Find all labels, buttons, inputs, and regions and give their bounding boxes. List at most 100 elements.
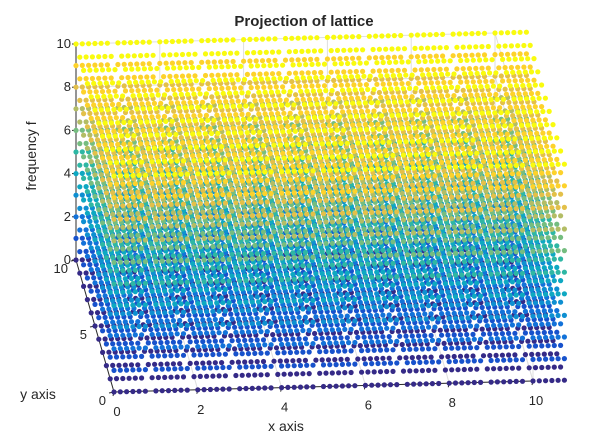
lattice-point — [461, 66, 466, 71]
lattice-point — [208, 126, 213, 131]
lattice-point — [237, 125, 242, 130]
lattice-point — [268, 85, 273, 90]
lattice-point — [222, 117, 227, 122]
lattice-point — [509, 43, 514, 48]
lattice-point — [387, 81, 392, 86]
lattice-point — [469, 53, 474, 58]
lattice-point — [186, 248, 191, 253]
lattice-point — [289, 79, 294, 84]
lattice-point — [77, 184, 82, 189]
lattice-point — [533, 104, 538, 109]
lattice-point — [438, 198, 443, 203]
lattice-point — [350, 56, 355, 61]
lattice-point — [490, 57, 495, 62]
lattice-point — [528, 64, 533, 69]
lattice-point — [293, 92, 298, 97]
lattice-point — [141, 128, 146, 133]
lattice-point — [257, 50, 262, 55]
lattice-point — [140, 61, 145, 66]
lattice-point — [157, 119, 162, 124]
lattice-point — [288, 89, 293, 94]
lattice-point — [309, 83, 314, 88]
lattice-point — [500, 78, 505, 83]
lattice-point — [396, 68, 401, 73]
lattice-point — [80, 214, 85, 219]
lattice-point — [96, 185, 101, 190]
lattice-point — [304, 110, 309, 115]
lattice-point — [232, 64, 237, 69]
lattice-point — [318, 115, 323, 120]
lattice-point — [407, 86, 412, 91]
lattice-point — [398, 121, 403, 126]
lattice-point — [361, 74, 366, 79]
lattice-point — [346, 131, 351, 136]
lattice-point — [144, 206, 149, 211]
lattice-point — [108, 94, 113, 99]
lattice-point — [128, 120, 133, 125]
lattice-point — [434, 142, 439, 147]
lattice-point — [91, 167, 96, 172]
lattice-point — [167, 52, 172, 57]
lattice-point — [492, 30, 497, 35]
lattice-point — [247, 37, 252, 42]
lattice-point — [499, 73, 504, 78]
lattice-point — [96, 164, 101, 169]
lattice-point — [186, 313, 191, 318]
lattice-point — [273, 124, 278, 129]
lattice-point — [132, 75, 137, 80]
lattice-point — [109, 142, 114, 147]
lattice-point — [392, 33, 397, 38]
lattice-point — [476, 52, 481, 57]
lattice-point — [85, 167, 90, 172]
lattice-point — [85, 189, 90, 194]
lattice-point — [259, 76, 264, 81]
lattice-point — [359, 87, 364, 92]
lattice-point — [444, 45, 449, 50]
lattice-point — [411, 121, 416, 126]
lattice-point — [537, 96, 542, 101]
lattice-point — [209, 51, 214, 56]
lattice-point — [196, 65, 201, 70]
lattice-point — [335, 48, 340, 53]
lattice-point — [513, 57, 518, 62]
lattice-point — [132, 53, 137, 58]
lattice-point — [166, 106, 171, 111]
lattice-point — [92, 215, 97, 220]
lattice-point — [339, 61, 344, 66]
lattice-point — [270, 224, 275, 229]
lattice-point — [250, 125, 255, 130]
lattice-point — [368, 74, 373, 79]
lattice-point — [228, 51, 233, 56]
lattice-point — [518, 96, 523, 101]
lattice-point — [186, 205, 191, 210]
lattice-point — [205, 38, 210, 43]
lattice-point — [312, 70, 317, 75]
lattice-point — [296, 36, 301, 41]
lattice-point — [99, 172, 104, 177]
lattice-point — [96, 250, 101, 255]
lattice-point — [73, 193, 78, 198]
lattice-point — [176, 60, 181, 65]
lattice-point — [87, 176, 92, 181]
lattice-point — [278, 76, 283, 81]
lattice-point — [423, 80, 428, 85]
lattice-point — [110, 80, 115, 85]
lattice-point — [251, 93, 256, 98]
lattice-point — [454, 45, 459, 50]
lattice-point — [139, 101, 144, 106]
lattice-point — [123, 88, 128, 93]
lattice-point — [125, 75, 130, 80]
lattice-point — [103, 120, 108, 125]
lattice-point — [349, 96, 354, 101]
lattice-point — [354, 200, 359, 205]
lattice-point — [92, 63, 97, 68]
lattice-point — [157, 141, 162, 146]
lattice-point — [429, 59, 434, 64]
lattice-point — [350, 101, 355, 106]
lattice-point — [308, 102, 313, 107]
lattice-point — [307, 75, 312, 80]
lattice-point — [137, 136, 142, 141]
lattice-point — [137, 93, 142, 98]
lattice-point — [355, 74, 360, 79]
lattice-point — [203, 51, 208, 56]
